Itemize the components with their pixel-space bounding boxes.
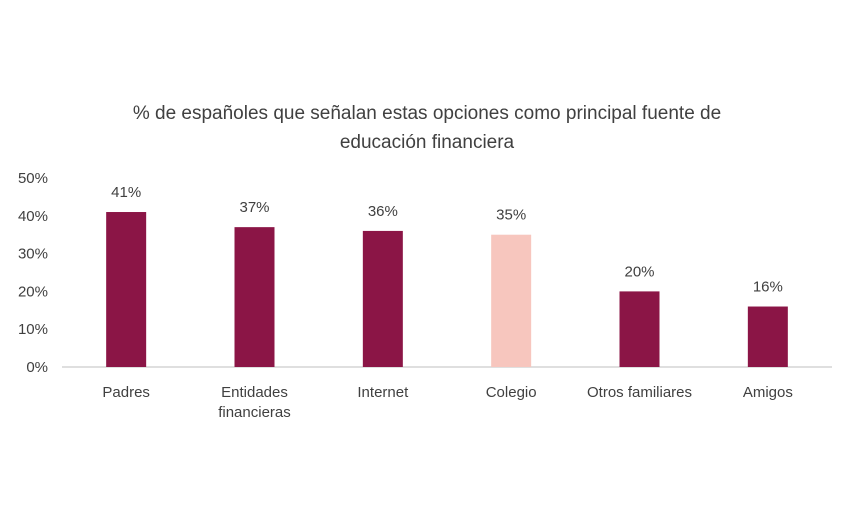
y-tick-label: 0%	[26, 359, 48, 376]
bar	[747, 306, 788, 367]
bar	[234, 227, 275, 367]
y-tick-label: 50%	[18, 170, 48, 187]
data-label: 20%	[624, 263, 654, 280]
x-tick-label: financieras	[218, 404, 291, 421]
x-tick-label: Colegio	[486, 384, 537, 401]
data-label: 16%	[753, 279, 783, 296]
bar	[362, 230, 403, 367]
chart-title-line-2: educación financiera	[339, 132, 515, 153]
data-label: 41%	[111, 184, 141, 201]
data-label: 36%	[368, 203, 398, 220]
x-tick-label: Internet	[357, 384, 409, 401]
x-tick-label: Amigos	[743, 384, 793, 401]
y-tick-label: 30%	[18, 246, 48, 263]
x-tick-label: Padres	[102, 384, 150, 401]
y-tick-label: 40%	[18, 208, 48, 225]
bar	[619, 291, 660, 367]
bar	[106, 212, 147, 367]
data-label: 35%	[496, 207, 526, 224]
y-tick-label: 20%	[18, 283, 48, 300]
data-label: 37%	[239, 199, 269, 216]
chart-title-line-1: % de españoles que señalan estas opcione…	[132, 103, 722, 124]
x-tick-label: Otros familiares	[587, 384, 692, 401]
y-tick-label: 10%	[18, 321, 48, 338]
x-tick-label: Entidades	[221, 384, 288, 401]
bar	[491, 234, 532, 367]
